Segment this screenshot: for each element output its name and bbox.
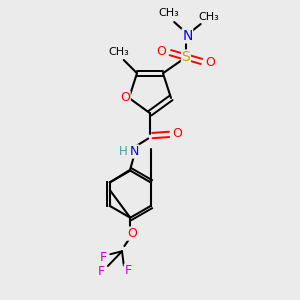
Text: O: O: [157, 45, 166, 58]
Text: S: S: [182, 50, 190, 64]
Text: CH₃: CH₃: [159, 8, 179, 18]
Text: O: O: [206, 56, 215, 69]
Text: N: N: [129, 145, 139, 158]
Text: O: O: [172, 127, 182, 140]
Text: CH₃: CH₃: [198, 12, 219, 22]
Text: H: H: [119, 145, 128, 158]
Text: F: F: [124, 264, 131, 277]
Text: CH₃: CH₃: [108, 47, 129, 57]
Text: O: O: [127, 227, 137, 240]
Text: O: O: [120, 92, 130, 104]
Text: N: N: [182, 29, 193, 43]
Text: F: F: [97, 266, 104, 278]
Text: F: F: [100, 251, 107, 264]
